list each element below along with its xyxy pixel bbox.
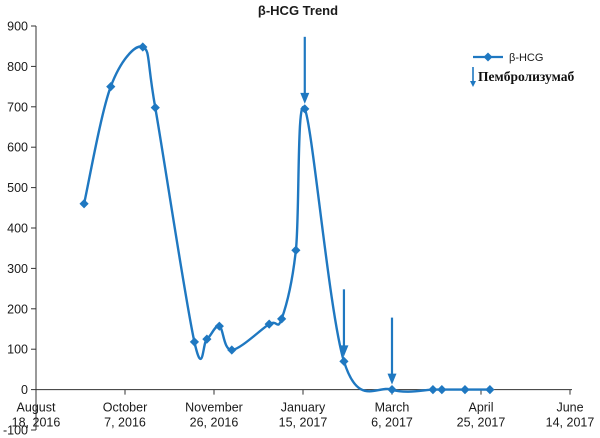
data-point-marker — [214, 321, 224, 331]
series-layer — [79, 42, 495, 395]
x-tick-label: 18, 2016 — [12, 416, 61, 430]
data-point-marker — [277, 314, 287, 324]
treatment-arrow-head — [387, 373, 397, 385]
x-tick-label: August — [17, 401, 56, 415]
data-point-marker — [106, 82, 116, 92]
data-point-marker — [428, 385, 438, 395]
legend-treatment-label: Пембролизумаб — [478, 69, 574, 84]
legend-series-label: β-HCG — [509, 52, 543, 64]
y-tick-label: 800 — [7, 60, 28, 74]
legend-series-marker — [483, 52, 493, 62]
x-tick-label: June — [556, 401, 583, 415]
data-point-marker — [138, 42, 148, 52]
y-tick-label: 700 — [7, 100, 28, 114]
legend-arrow-head — [470, 81, 476, 87]
data-point-marker — [460, 385, 470, 395]
y-tick-label: 500 — [7, 181, 28, 195]
x-tick-label: October — [103, 401, 147, 415]
data-point-marker — [189, 337, 200, 347]
data-point-marker — [485, 385, 495, 395]
treatment-arrow-head — [339, 345, 349, 357]
data-point-marker — [300, 104, 310, 114]
y-tick-label: -100 — [3, 424, 28, 438]
data-point-marker — [339, 356, 349, 366]
y-tick-label: 900 — [7, 20, 28, 34]
treatment-arrow — [300, 36, 310, 104]
series-line — [82, 45, 490, 393]
y-tick-label: 200 — [7, 302, 28, 316]
data-point-marker — [437, 385, 447, 395]
x-tick-label: March — [375, 401, 410, 415]
x-tick-label: 26, 2016 — [190, 416, 239, 430]
data-point-marker — [291, 245, 301, 255]
treatment-arrow — [387, 317, 397, 385]
x-tick-label: 6, 2017 — [371, 416, 413, 430]
y-tick-label: 600 — [7, 141, 28, 155]
x-tick-label: April — [468, 401, 493, 415]
data-point-marker — [79, 199, 89, 209]
data-point-marker — [387, 385, 397, 395]
legend: β-HCG Пембролизумаб — [470, 52, 574, 87]
treatment-arrow-head — [300, 92, 310, 104]
x-tick-label: 14, 2017 — [546, 416, 595, 430]
data-point-marker — [227, 345, 237, 355]
x-tick-label: 25, 2017 — [457, 416, 506, 430]
data-point-marker — [264, 319, 274, 329]
y-tick-label: 300 — [7, 262, 28, 276]
data-point-marker — [202, 334, 212, 344]
data-point-marker — [150, 103, 160, 113]
y-tick-label: 0 — [21, 383, 28, 397]
x-tick-label: November — [185, 401, 243, 415]
x-tick-label: 15, 2017 — [279, 416, 328, 430]
annotation-layer — [300, 36, 397, 385]
y-tick-label: 100 — [7, 343, 28, 357]
x-tick-label: 7, 2016 — [104, 416, 146, 430]
y-axis: -100 0 100 200 300 400 500 600 700 800 900 — [3, 20, 37, 438]
chart-title: β-HCG Trend — [258, 3, 338, 18]
y-tick-label: 400 — [7, 222, 28, 236]
x-tick-label: January — [281, 401, 326, 415]
treatment-arrow — [339, 289, 349, 357]
